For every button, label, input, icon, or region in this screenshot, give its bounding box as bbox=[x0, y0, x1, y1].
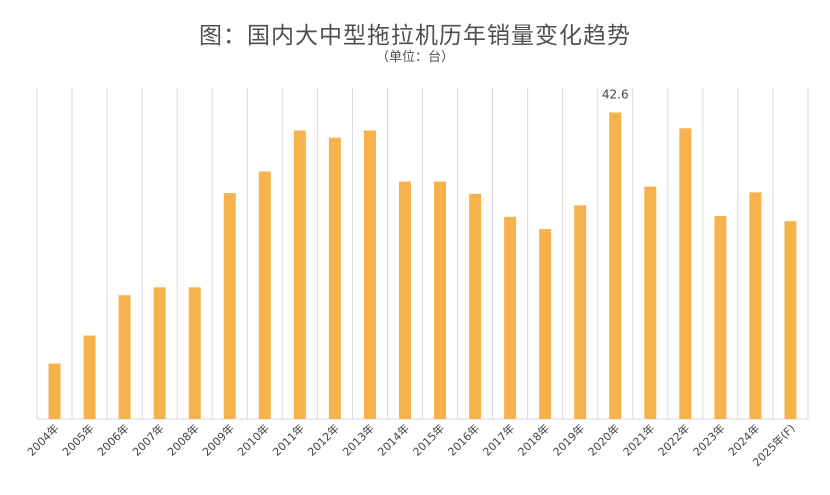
bar-2021年 bbox=[644, 186, 657, 419]
bar-2007年 bbox=[153, 287, 166, 419]
x-tick-label: 2020年 bbox=[585, 421, 622, 458]
bar-2011年 bbox=[293, 130, 306, 419]
bar-2019年 bbox=[574, 205, 587, 419]
bar-2009年 bbox=[223, 193, 236, 419]
x-tick-label: 2017年 bbox=[480, 421, 517, 458]
bar-2024年 bbox=[749, 192, 762, 419]
data-label: 42.6 bbox=[602, 87, 629, 101]
x-tick-label: 2013年 bbox=[340, 421, 377, 458]
chart-title: 图：国内大中型拖拉机历年销量变化趋势 bbox=[199, 23, 631, 49]
x-tick-label: 2015年 bbox=[410, 421, 447, 458]
bar-2013年 bbox=[363, 130, 376, 419]
bar-2012年 bbox=[328, 137, 341, 419]
x-tick-label: 2019年 bbox=[550, 421, 587, 458]
x-tick-label: 2006年 bbox=[94, 421, 131, 458]
bar-2005年 bbox=[83, 335, 96, 419]
x-tick-label: 2022年 bbox=[655, 421, 692, 458]
x-tick-label: 2010年 bbox=[234, 421, 271, 458]
x-tick-label: 2007年 bbox=[129, 421, 166, 458]
bar-2010年 bbox=[258, 171, 271, 419]
bar-2017年 bbox=[504, 216, 517, 419]
bar-2016年 bbox=[469, 193, 482, 419]
bar-2018年 bbox=[539, 229, 552, 419]
x-tick-label: 2023年 bbox=[690, 421, 727, 458]
bar-2025年(F) bbox=[784, 221, 797, 419]
bar-2023年 bbox=[714, 216, 727, 419]
x-tick-label: 2016年 bbox=[445, 421, 482, 458]
bar-2020年 bbox=[609, 112, 622, 420]
bar-2014年 bbox=[398, 181, 411, 419]
x-tick-label: 2021年 bbox=[620, 421, 657, 458]
x-tick-label: 2005年 bbox=[59, 421, 96, 458]
x-tick-label: 2009年 bbox=[199, 421, 236, 458]
x-tick-label: 2012年 bbox=[305, 421, 342, 458]
bar-2015年 bbox=[434, 181, 447, 419]
bar-2006年 bbox=[118, 295, 131, 419]
bar-2004年 bbox=[48, 363, 61, 419]
chart-subtitle: （单位：台） bbox=[375, 50, 454, 65]
x-tick-label: 2018年 bbox=[515, 421, 552, 458]
x-tick-label: 2014年 bbox=[375, 421, 412, 458]
x-tick-label: 2008年 bbox=[164, 421, 201, 458]
bar-2022年 bbox=[679, 128, 692, 419]
x-tick-label: 2004年 bbox=[24, 421, 61, 458]
bar-2008年 bbox=[188, 287, 201, 419]
x-tick-label: 2011年 bbox=[269, 421, 306, 458]
